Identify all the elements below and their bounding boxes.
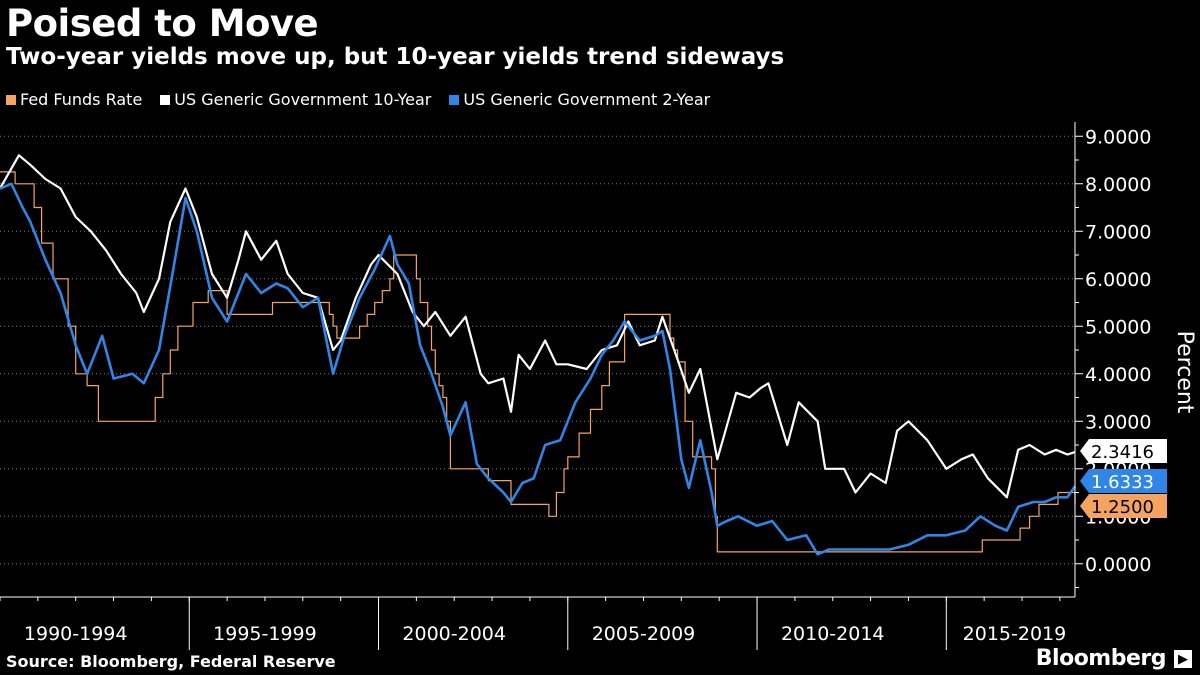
badge-ten-year-value: 2.3416 [1091,442,1154,463]
x-tick-label: 2005-2009 [592,623,696,645]
legend-label-fed-funds: Fed Funds Rate [20,90,143,109]
legend-swatch-fed-funds [6,94,16,105]
y-tick-label: 3.0000 [1085,411,1151,433]
x-tick-label: 1990-1994 [24,623,128,645]
y-tick-label: 9.0000 [1085,126,1151,148]
chart-subtitle: Two-year yields move up, but 10-year yie… [6,44,785,70]
y-axis-title: Percent [1172,331,1197,414]
badge-two-year-shape [1080,469,1167,493]
badge-fed-funds-value: 1.2500 [1091,497,1154,518]
x-tick-label: 2000-2004 [402,623,506,645]
badge-fed-funds-shape [1080,494,1167,518]
badge-two-year: 1.6333 [1080,469,1167,493]
y-tick-label: 0.0000 [1085,554,1151,576]
series-line-ten-year [0,154,1076,499]
legend-item-two-year: US Generic Government 2-Year [449,90,710,109]
y-tick-label: 6.0000 [1085,269,1151,291]
source-note: Source: Bloomberg, Federal Reserve [6,652,336,671]
legend-swatch-ten-year [160,94,171,105]
legend-swatch-two-year [449,94,460,105]
legend: Fed Funds Rate US Generic Government 10-… [6,90,710,109]
chart-title: Poised to Move [6,2,319,45]
play-icon: ▶ [1174,650,1192,668]
brand-logo: Bloomberg [1035,646,1167,671]
series-line-fed-funds [0,171,1076,553]
badge-fed-funds: 1.2500 [1080,494,1167,518]
badge-two-year-value: 1.6333 [1091,472,1154,493]
y-tick-label: 8.0000 [1085,174,1151,196]
y-tick-label: 4.0000 [1085,364,1151,386]
legend-label-two-year: US Generic Government 2-Year [463,90,711,109]
y-tick-label: 5.0000 [1085,316,1151,338]
y-tick-label: 7.0000 [1085,221,1151,243]
x-tick-label: 1995-1999 [213,623,317,645]
legend-label-ten-year: US Generic Government 10-Year [174,90,432,109]
badge-ten-year-shape [1080,439,1167,463]
x-tick-label: 2015-2019 [963,623,1067,645]
x-tick-label: 2010-2014 [781,623,885,645]
series-line-two-year [0,182,1077,556]
legend-item-ten-year: US Generic Government 10-Year [160,90,431,109]
legend-item-fed-funds: Fed Funds Rate [6,90,142,109]
badge-ten-year: 2.3416 [1080,439,1167,463]
